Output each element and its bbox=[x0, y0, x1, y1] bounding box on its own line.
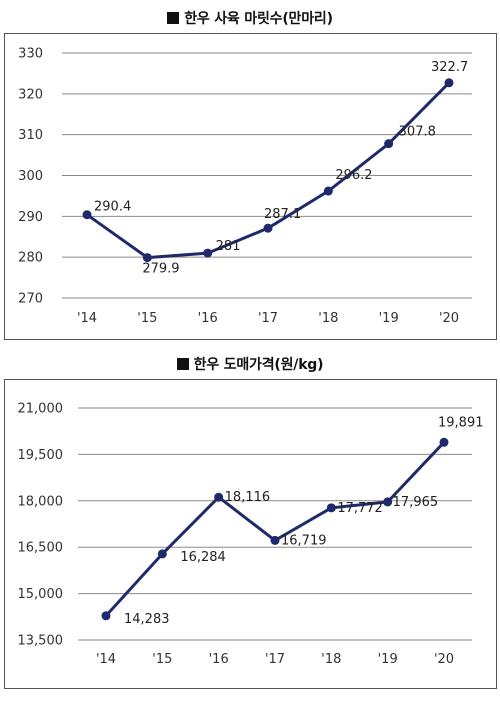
chart-2-data-point bbox=[439, 437, 449, 447]
chart-1-data-label: 322.7 bbox=[431, 60, 468, 75]
chart-2-data-point bbox=[157, 549, 167, 559]
chart-2-x-tick-label: '16 bbox=[209, 652, 229, 667]
chart-2-data-label: 17,772 bbox=[337, 501, 383, 516]
chart-2-data-point bbox=[326, 503, 336, 513]
chart-1-y-tick-label: 320 bbox=[18, 87, 43, 102]
chart-2-data-point bbox=[270, 535, 280, 545]
chart-2-series-line bbox=[104, 441, 446, 617]
chart-1-x-tick-label: '15 bbox=[137, 311, 157, 326]
chart-1-title: 한우 사육 마릿수(만마리) bbox=[0, 8, 500, 28]
chart-1-data-label: 279.9 bbox=[142, 262, 179, 277]
chart-1-data-label: 307.8 bbox=[399, 125, 436, 140]
chart-2-x-tick-label: '14 bbox=[96, 652, 116, 667]
chart-2-data-label: 18,116 bbox=[225, 490, 271, 505]
chart-1-title-text: 한우 사육 마릿수(만마리) bbox=[184, 11, 333, 27]
chart-1-data-point bbox=[203, 248, 213, 258]
chart-1-data-point bbox=[263, 223, 273, 233]
chart-1-x-tick-label: '18 bbox=[318, 311, 338, 326]
chart-2-data-label: 14,283 bbox=[124, 612, 170, 627]
chart-2-title: 한우 도매가격(원/kg) bbox=[0, 354, 500, 374]
chart-1-data-label: 287.1 bbox=[264, 207, 301, 222]
square-bullet-icon bbox=[167, 12, 180, 24]
chart-1-x-tick-label: '16 bbox=[198, 311, 218, 326]
chart-2-data-label: 19,891 bbox=[438, 415, 484, 430]
chart-1-y-tick-label: 290 bbox=[18, 210, 43, 225]
chart-1-y-tick-label: 300 bbox=[18, 169, 43, 184]
chart-1-x-tick-label: '19 bbox=[379, 311, 399, 326]
chart-2-y-tick-label: 19,500 bbox=[18, 448, 64, 463]
chart-1-data-label: 281 bbox=[216, 239, 241, 254]
chart-2-y-tick-label: 13,500 bbox=[18, 634, 64, 649]
chart-1-data-point bbox=[384, 139, 394, 149]
chart-1-y-tick-label: 280 bbox=[18, 251, 43, 266]
chart-2-y-tick-label: 21,000 bbox=[18, 402, 64, 417]
chart-1-data-label: 290.4 bbox=[94, 200, 131, 215]
chart-2-y-tick-label: 18,000 bbox=[18, 494, 64, 509]
chart-2-data-point bbox=[214, 492, 224, 502]
chart-2-data-label: 16,284 bbox=[180, 550, 226, 565]
chart-2-data-label: 17,965 bbox=[393, 495, 439, 510]
chart-2-y-tick-label: 16,500 bbox=[18, 541, 64, 556]
chart-1-frame bbox=[4, 33, 497, 340]
chart-2-title-text: 한우 도매가격(원/kg) bbox=[193, 357, 324, 373]
chart-1-data-point bbox=[82, 210, 92, 220]
chart-1-x-tick-label: '17 bbox=[258, 311, 278, 326]
chart-1-data-label: 296.2 bbox=[335, 168, 372, 183]
chart-2-x-tick-label: '18 bbox=[321, 652, 341, 667]
chart-1-y-tick-label: 270 bbox=[18, 292, 43, 307]
chart-1-x-tick-label: '14 bbox=[77, 311, 97, 326]
chart-2-data-point bbox=[383, 497, 393, 507]
chart-2-frame bbox=[4, 379, 497, 689]
chart-1-x-tick-label: '20 bbox=[439, 311, 459, 326]
chart-2-y-tick-label: 15,000 bbox=[18, 587, 64, 602]
chart-2-x-tick-label: '17 bbox=[265, 652, 285, 667]
square-bullet-icon bbox=[176, 358, 189, 370]
chart-1-y-tick-label: 310 bbox=[18, 128, 43, 143]
chart-2-x-tick-label: '19 bbox=[378, 652, 398, 667]
chart-1-data-point bbox=[142, 253, 152, 263]
chart-1-data-point bbox=[444, 78, 454, 88]
chart-2-x-tick-label: '15 bbox=[152, 652, 172, 667]
chart-2-x-tick-label: '20 bbox=[434, 652, 454, 667]
chart-1-data-point bbox=[323, 186, 333, 196]
chart-2-data-label: 16,719 bbox=[281, 533, 327, 548]
chart-1-y-tick-label: 330 bbox=[18, 47, 43, 62]
chart-2-data-point bbox=[101, 611, 111, 621]
